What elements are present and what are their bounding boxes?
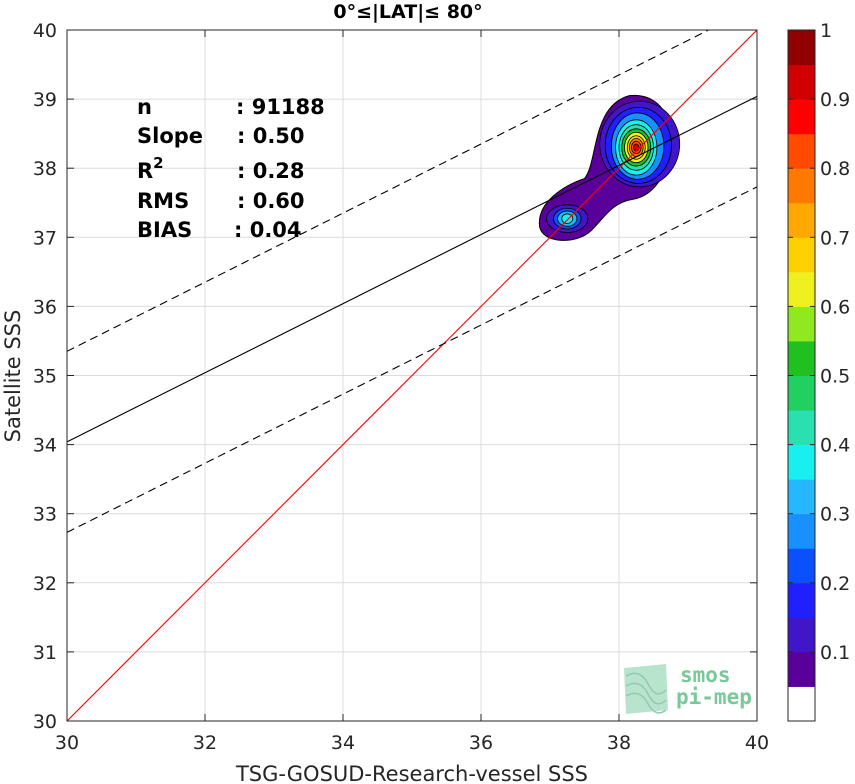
colorbar-tick-label: 1 <box>820 20 832 42</box>
colorbar-bin <box>788 410 815 446</box>
stat-value: : 0.50 <box>237 124 305 148</box>
y-tick-label: 34 <box>33 435 57 457</box>
y-tick-label: 38 <box>33 158 57 180</box>
stat-value: : 91188 <box>236 95 325 119</box>
x-tick-label: 34 <box>331 732 355 754</box>
colorbar-bin <box>788 651 815 687</box>
y-tick-label: 31 <box>33 642 57 664</box>
colorbar-tick-label: 0.6 <box>820 296 850 318</box>
colorbar <box>787 29 816 722</box>
colorbar-bin <box>788 582 815 618</box>
colorbar-tick-label: 0.2 <box>820 573 850 595</box>
colorbar-bin <box>788 548 815 584</box>
logo-pi-mep: pi-mep <box>676 685 752 709</box>
y-tick-label: 37 <box>33 227 57 249</box>
colorbar-bin <box>788 686 815 722</box>
colorbar-bin <box>788 513 815 549</box>
stat-label: BIAS <box>137 218 192 242</box>
stat-value: : 0.60 <box>237 189 305 213</box>
colorbar-bin <box>788 168 815 204</box>
stat-label: RMS <box>137 189 189 213</box>
logo-smos: smos <box>680 663 731 687</box>
x-axis-label: TSG-GOSUD-Research-vessel SSS <box>235 762 588 784</box>
colorbar-bin <box>788 375 815 411</box>
colorbar-tick-label: 0.4 <box>820 435 850 457</box>
smos-pi-mep-logo: smos pi-mep <box>624 663 752 714</box>
logo-wave-icon <box>624 664 668 714</box>
density-level <box>561 213 574 224</box>
y-tick-label: 35 <box>33 366 57 388</box>
x-tick-labels: 30 32 34 36 38 40 <box>55 30 769 754</box>
colorbar-bin <box>788 340 815 376</box>
x-tick-label: 40 <box>745 732 769 754</box>
colorbar-tick-label: 0.3 <box>820 504 850 526</box>
y-tick-labels: 30 31 32 33 34 35 36 37 38 39 40 <box>33 20 757 733</box>
colorbar-tick-label: 0.7 <box>820 227 850 249</box>
colorbar-bin <box>788 617 815 653</box>
colorbar-bin <box>788 444 815 480</box>
y-tick-label: 33 <box>33 504 57 526</box>
stat-value: : 0.28 <box>237 159 305 183</box>
colorbar-bin <box>788 202 815 238</box>
colorbar-tick-labels: 0.1 0.2 0.3 0.4 0.5 0.6 0.7 0.8 0.9 1 <box>788 20 850 664</box>
colorbar-bin <box>788 64 815 100</box>
stat-label: n <box>137 95 152 119</box>
stat-label: Slope <box>137 124 203 148</box>
y-tick-label: 30 <box>33 711 57 733</box>
colorbar-bin <box>788 306 815 342</box>
x-tick-label: 36 <box>469 732 493 754</box>
colorbar-bin <box>788 30 815 66</box>
grid-lines <box>66 29 758 722</box>
x-tick-label: 30 <box>55 732 79 754</box>
colorbar-tick-label: 0.1 <box>820 642 850 664</box>
fit-lines <box>67 30 757 721</box>
colorbar-bin <box>788 271 815 307</box>
colorbar-bin <box>788 479 815 515</box>
y-axis-label: Satellite SSS <box>1 310 25 443</box>
lower-bound-line <box>67 186 757 533</box>
y-tick-label: 36 <box>33 296 57 318</box>
colorbar-bin <box>788 133 815 169</box>
colorbar-tick-label: 0.5 <box>820 366 850 388</box>
colorbar-tick-label: 0.9 <box>820 89 850 111</box>
y-tick-label: 39 <box>33 89 57 111</box>
upper-bound-line <box>67 30 710 352</box>
colorbar-tick-label: 0.8 <box>820 158 850 180</box>
regression-line <box>67 95 757 443</box>
y-tick-label: 32 <box>33 573 57 595</box>
chart-title: 0°≤|LAT|≤ 80° <box>333 1 482 23</box>
y-tick-label: 40 <box>33 20 57 42</box>
x-tick-label: 38 <box>607 732 631 754</box>
x-tick-label: 32 <box>193 732 217 754</box>
stat-value: : 0.04 <box>234 218 302 242</box>
identity-line <box>67 30 757 721</box>
density-level <box>633 143 640 152</box>
colorbar-bin <box>788 237 815 273</box>
colorbar-bin <box>788 99 815 135</box>
